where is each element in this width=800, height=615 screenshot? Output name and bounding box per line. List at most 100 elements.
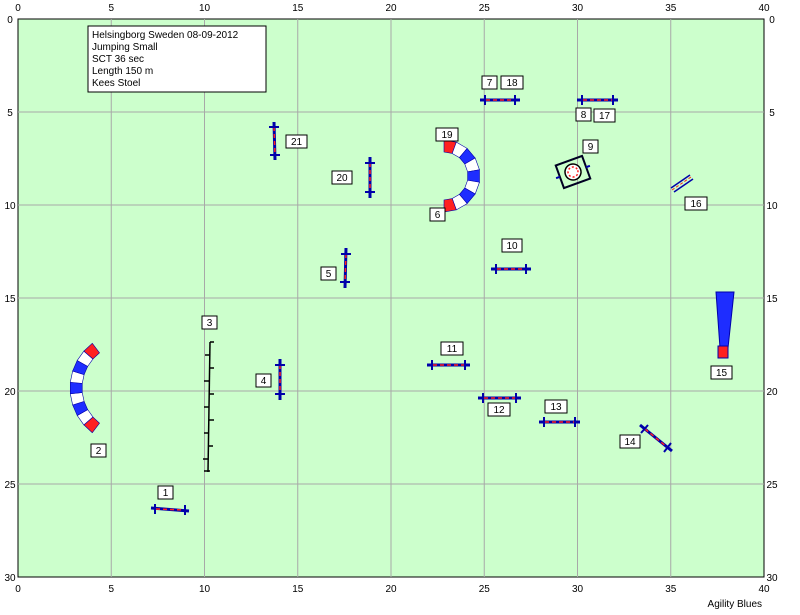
y-tick-right: 15 xyxy=(766,294,778,305)
y-tick-left: 5 xyxy=(7,108,13,119)
info-line-sct: SCT 36 sec xyxy=(92,54,144,65)
y-tick-right: 30 xyxy=(766,573,778,584)
y-tick-right: 0 xyxy=(769,15,775,26)
obstacle-number-labels: 1 2 3 4 5 6 7 8 9 10 11 12 13 14 15 16 1… xyxy=(90,75,733,500)
number-label-13: 13 xyxy=(544,399,568,414)
x-tick-top: 5 xyxy=(108,3,114,14)
tunnel-segment xyxy=(83,342,100,360)
x-tick-bottom: 35 xyxy=(665,584,677,595)
footer-brand: Agility Blues xyxy=(708,599,762,610)
x-tick-bottom: 20 xyxy=(385,584,397,595)
jump-4[interactable] xyxy=(275,359,285,400)
svg-text:13: 13 xyxy=(550,402,562,413)
y-tick-right: 25 xyxy=(766,480,778,491)
x-tick-bottom: 0 xyxy=(15,584,21,595)
svg-text:15: 15 xyxy=(716,368,728,379)
tunnel-2[interactable] xyxy=(69,342,100,434)
number-label-17: 17 xyxy=(593,108,616,123)
jump-1[interactable] xyxy=(150,504,190,515)
number-label-3: 3 xyxy=(201,315,218,330)
jump-7-18[interactable] xyxy=(480,95,520,105)
number-label-12: 12 xyxy=(487,402,511,417)
x-tick-bottom: 15 xyxy=(292,584,304,595)
number-label-9: 9 xyxy=(582,139,599,154)
svg-text:10: 10 xyxy=(506,241,518,252)
number-label-21: 21 xyxy=(285,134,308,149)
info-line-length: Length 150 m xyxy=(92,66,153,77)
x-tick-top: 35 xyxy=(665,3,677,14)
y-tick-right: 10 xyxy=(766,201,778,212)
x-tick-bottom: 5 xyxy=(108,584,114,595)
jump-12[interactable] xyxy=(478,393,521,403)
jump-5[interactable] xyxy=(340,247,351,289)
number-label-7: 7 xyxy=(481,75,498,90)
info-line-judge: Kees Stoel xyxy=(92,78,140,89)
svg-text:19: 19 xyxy=(441,130,453,141)
number-label-6: 6 xyxy=(429,207,446,222)
jump-21[interactable] xyxy=(269,121,280,161)
svg-text:3: 3 xyxy=(207,318,213,329)
x-tick-top: 25 xyxy=(479,3,491,14)
svg-text:8: 8 xyxy=(581,110,587,121)
tunnel-6-19[interactable] xyxy=(443,139,480,213)
y-tick-left: 0 xyxy=(7,15,13,26)
info-line-venue: Helsingborg Sweden 08-09-2012 xyxy=(92,30,239,41)
number-label-18: 18 xyxy=(500,75,524,90)
svg-text:7: 7 xyxy=(487,78,493,89)
x-tick-top: 30 xyxy=(572,3,584,14)
y-tick-left: 25 xyxy=(4,480,16,491)
jump-20[interactable] xyxy=(365,157,375,198)
svg-text:18: 18 xyxy=(506,78,518,89)
info-box: Helsingborg Sweden 08-09-2012 Jumping Sm… xyxy=(87,25,267,93)
y-tick-left: 20 xyxy=(4,387,16,398)
y-tick-left: 10 xyxy=(4,201,16,212)
number-label-1: 1 xyxy=(157,485,174,500)
y-tick-left: 30 xyxy=(4,573,16,584)
number-label-2: 2 xyxy=(90,443,107,458)
number-label-19: 19 xyxy=(435,127,459,142)
svg-text:17: 17 xyxy=(599,111,611,122)
tunnel-segment xyxy=(69,381,83,395)
x-tick-bottom: 40 xyxy=(758,584,770,595)
x-tick-top: 0 xyxy=(15,3,21,14)
svg-text:4: 4 xyxy=(261,376,267,387)
svg-text:14: 14 xyxy=(624,437,636,448)
svg-text:21: 21 xyxy=(291,137,303,148)
x-tick-bottom: 25 xyxy=(479,584,491,595)
number-label-10: 10 xyxy=(501,238,523,253)
jump-11[interactable] xyxy=(427,360,470,370)
number-label-11: 11 xyxy=(440,341,464,356)
x-tick-bottom: 30 xyxy=(572,584,584,595)
x-tick-top: 40 xyxy=(758,3,770,14)
wall-16[interactable] xyxy=(670,174,694,193)
info-line-class: Jumping Small xyxy=(92,42,158,53)
tire-9[interactable] xyxy=(552,154,594,190)
svg-text:11: 11 xyxy=(447,344,458,355)
svg-text:6: 6 xyxy=(435,210,441,221)
weave-3[interactable] xyxy=(203,341,214,473)
y-tick-right: 5 xyxy=(769,108,775,119)
number-label-4: 4 xyxy=(255,373,272,388)
x-tick-top: 20 xyxy=(385,3,397,14)
svg-text:9: 9 xyxy=(588,142,594,153)
jump-10[interactable] xyxy=(491,264,531,274)
number-label-14: 14 xyxy=(619,434,641,449)
jump-14[interactable] xyxy=(639,423,673,453)
number-label-16: 16 xyxy=(684,196,708,211)
tunnel-segment xyxy=(443,198,457,213)
x-tick-top: 15 xyxy=(292,3,304,14)
y-tick-left: 15 xyxy=(4,294,16,305)
jump-8-17[interactable] xyxy=(577,95,618,105)
number-label-8: 8 xyxy=(575,107,592,122)
jump-13[interactable] xyxy=(539,417,580,427)
number-label-5: 5 xyxy=(320,266,337,281)
grid-lines xyxy=(18,19,764,577)
number-label-20: 20 xyxy=(331,170,353,185)
tunnel-15[interactable] xyxy=(715,291,735,359)
number-label-15: 15 xyxy=(710,365,733,380)
svg-text:2: 2 xyxy=(96,446,102,457)
svg-text:1: 1 xyxy=(163,488,169,499)
svg-text:12: 12 xyxy=(493,405,505,416)
